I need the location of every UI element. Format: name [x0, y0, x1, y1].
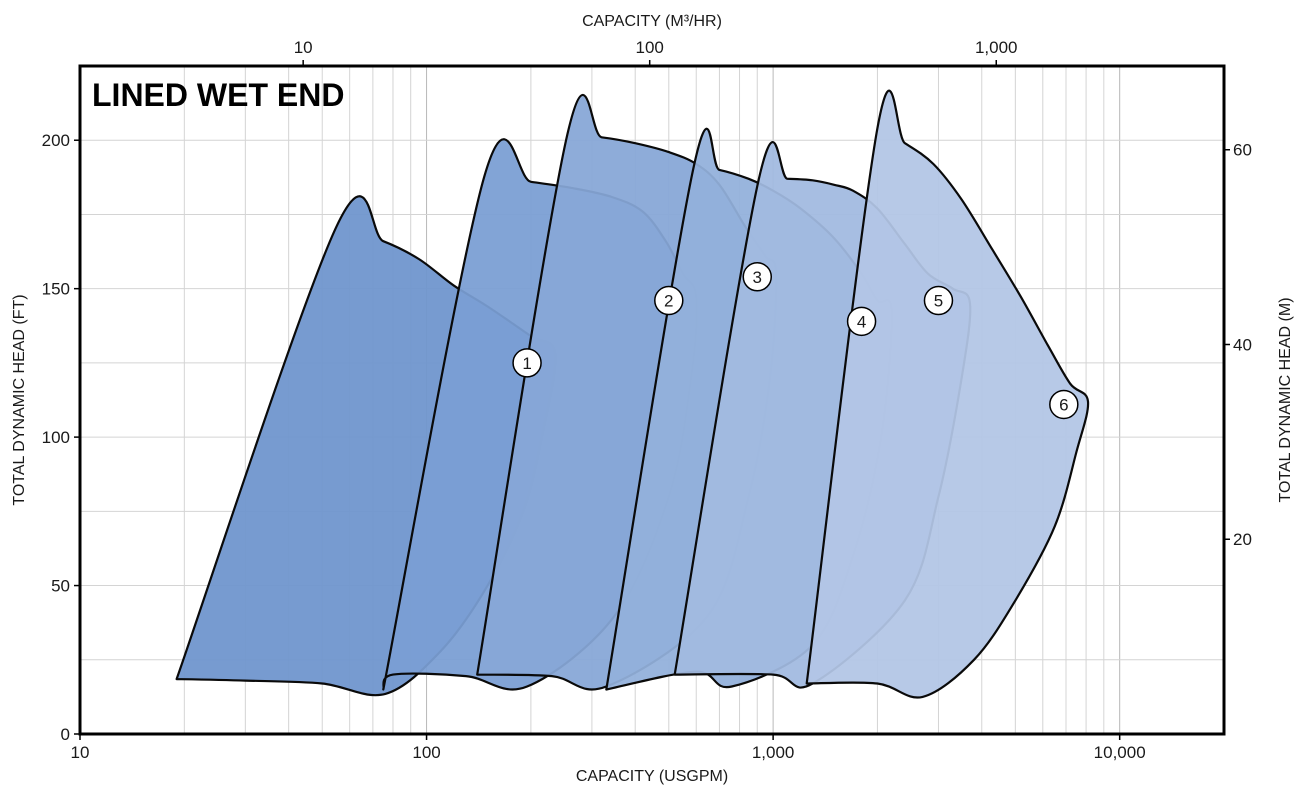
x2-tick-label: 100	[636, 38, 664, 57]
x-tick-label: 100	[412, 743, 440, 762]
y2-tick-label: 20	[1233, 530, 1252, 549]
x-tick-label: 10,000	[1094, 743, 1146, 762]
y-axis-title: TOTAL DYNAMIC HEAD (FT)	[11, 294, 28, 505]
region-label-text: 4	[857, 312, 866, 331]
region-label-circle	[512, 348, 542, 378]
region-label-3: 3	[742, 262, 773, 292]
region-6	[805, 89, 1090, 699]
y-tick-label: 0	[61, 725, 70, 744]
region-label-4: 4	[846, 306, 877, 337]
x-tick-label: 10	[71, 743, 90, 762]
y-tick-label: 150	[42, 280, 70, 299]
region-label-2: 2	[654, 285, 684, 316]
region-label-circle	[1049, 389, 1079, 420]
region-label-text: 1	[522, 354, 531, 373]
region-label-text: 2	[664, 292, 673, 311]
y2-axis-title: TOTAL DYNAMIC HEAD (M)	[1277, 297, 1294, 502]
region-label-text: 6	[1059, 395, 1068, 414]
y2-tick-label: 40	[1233, 335, 1252, 354]
ticks: 10 100 1,000 10,000 0 50 100 150 200 10 100 1,000 20…	[42, 38, 1252, 762]
y-tick-label: 50	[51, 577, 70, 596]
y-tick-label: 200	[42, 131, 70, 150]
x2-tick-label: 1,000	[975, 38, 1018, 57]
chart-title: LINED WET END	[92, 77, 344, 113]
region-label-circle	[742, 262, 773, 292]
x2-tick-label: 10	[294, 38, 313, 57]
region-label-text: 3	[753, 268, 762, 287]
x-tick-label: 1,000	[752, 743, 795, 762]
plot-frame	[78, 64, 1226, 736]
region-label-circle	[846, 306, 877, 337]
region-labels: 1 2 3 4 5 6	[512, 262, 1079, 420]
region-label-6: 6	[1049, 389, 1079, 420]
x-axis-title: CAPACITY (USGPM)	[576, 768, 728, 785]
region-label-circle	[654, 285, 684, 316]
region-label-text: 5	[934, 292, 943, 311]
performance-regions	[175, 89, 1090, 699]
y2-tick-label: 60	[1233, 141, 1252, 160]
region-label-5: 5	[923, 285, 954, 316]
x2-axis-title: CAPACITY (M³/HR)	[582, 13, 722, 30]
y-tick-label: 100	[42, 428, 70, 447]
region-label-circle	[923, 285, 954, 316]
region-label-1: 1	[512, 348, 542, 378]
